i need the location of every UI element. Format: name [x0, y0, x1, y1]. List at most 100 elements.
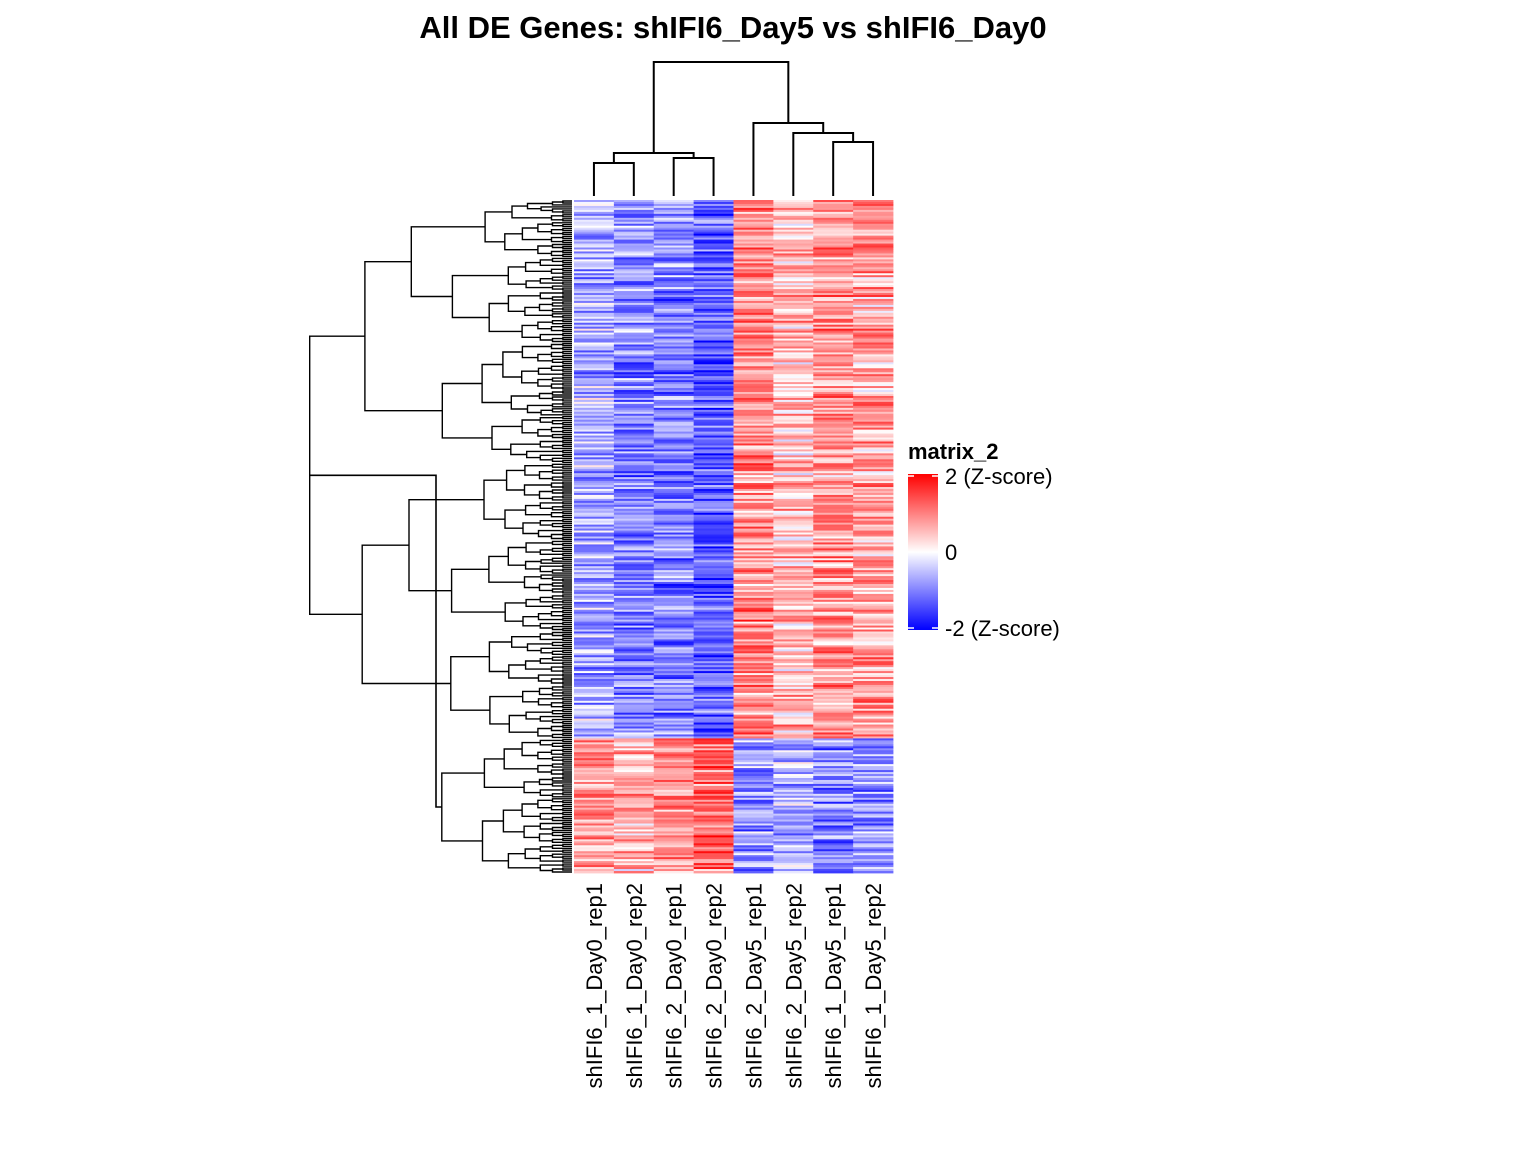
heatmap-cell	[693, 223, 734, 227]
heatmap-cell	[853, 469, 894, 472]
heatmap-cell	[693, 712, 734, 716]
heatmap-cell	[613, 619, 655, 623]
heatmap-cell	[773, 447, 814, 450]
heatmap-cell	[653, 779, 695, 783]
heatmap-cell	[693, 746, 734, 749]
heatmap-cell	[653, 205, 695, 209]
heatmap-cell	[853, 863, 894, 866]
heatmap-cell	[653, 708, 695, 712]
heatmap-cell	[653, 781, 695, 785]
heatmap-cell	[574, 502, 615, 506]
heatmap-cell	[733, 710, 774, 714]
heatmap-cell	[733, 637, 774, 640]
heatmap-cell	[733, 625, 774, 628]
heatmap-cell	[773, 376, 814, 379]
dendrogram-branch	[562, 859, 572, 863]
heatmap-cell	[813, 390, 854, 393]
heatmap-cell	[574, 200, 615, 203]
dendrogram-branch	[562, 772, 572, 776]
heatmap-cell	[653, 572, 695, 575]
dendrogram-branch	[562, 271, 572, 275]
heatmap-cell	[773, 625, 814, 628]
heatmap-cell	[813, 257, 854, 260]
heatmap-cell	[853, 706, 894, 710]
heatmap-cell	[773, 682, 814, 686]
heatmap-cell	[693, 787, 734, 791]
heatmap-cell	[613, 289, 655, 292]
heatmap-cell	[853, 471, 894, 474]
heatmap-cell	[813, 859, 854, 862]
heatmap-cell	[613, 641, 655, 644]
heatmap-cell	[574, 439, 615, 442]
dendrogram-branch	[562, 218, 572, 222]
heatmap-cell	[773, 492, 814, 496]
dendrogram-branch	[562, 422, 572, 426]
heatmap-cell	[853, 405, 894, 409]
heatmap-cell	[574, 494, 615, 498]
heatmap-cell	[693, 302, 734, 306]
heatmap-cell	[613, 340, 655, 343]
heatmap-cell	[853, 530, 894, 533]
heatmap-cell	[733, 485, 774, 488]
heatmap-cell	[853, 344, 894, 347]
heatmap-cell	[733, 696, 774, 700]
heatmap-cell	[653, 799, 695, 803]
heatmap-cell	[813, 863, 854, 866]
heatmap-cell	[813, 239, 854, 242]
heatmap-cell	[813, 681, 854, 684]
heatmap-cell	[773, 308, 814, 312]
heatmap-cell	[693, 239, 734, 242]
heatmap-cell	[773, 382, 814, 385]
heatmap-cell	[653, 465, 695, 468]
heatmap-cell	[733, 287, 774, 290]
dendrogram-branch	[562, 501, 572, 505]
heatmap-cell	[773, 401, 814, 405]
heatmap-cell	[693, 841, 734, 844]
heatmap-cell	[613, 558, 655, 561]
heatmap-cell	[853, 283, 894, 286]
heatmap-cell	[574, 326, 615, 330]
heatmap-cell	[574, 677, 615, 680]
heatmap-cell	[773, 700, 814, 704]
heatmap-cell	[613, 328, 655, 332]
heatmap-cell	[653, 235, 695, 239]
heatmap-cell	[693, 817, 734, 820]
dendrogram-branch	[562, 728, 572, 733]
heatmap-cell	[693, 392, 734, 395]
heatmap-cell	[613, 801, 655, 805]
heatmap-cell	[653, 706, 695, 710]
dendrogram-branch	[562, 232, 572, 236]
heatmap-cell	[733, 686, 774, 690]
heatmap-cell	[613, 857, 655, 860]
heatmap-cell	[653, 587, 695, 591]
dendrogram-branch	[562, 382, 572, 386]
dendrogram-branch	[508, 664, 539, 679]
heatmap-cell	[574, 821, 615, 824]
heatmap-cell	[813, 461, 854, 464]
heatmap-cell	[693, 374, 734, 377]
heatmap-cell	[613, 867, 655, 870]
heatmap-cell	[693, 570, 734, 573]
heatmap-cell	[733, 259, 774, 262]
heatmap-cell	[733, 419, 774, 423]
heatmap-cell	[613, 585, 655, 589]
heatmap-cell	[653, 819, 695, 822]
heatmap-cell	[733, 407, 774, 411]
heatmap-cell	[813, 716, 854, 720]
heatmap-cell	[733, 417, 774, 421]
heatmap-cell	[813, 502, 854, 506]
heatmap-cell	[733, 750, 774, 753]
heatmap-cell	[853, 475, 894, 478]
heatmap-cell	[853, 459, 894, 462]
heatmap-cell	[574, 651, 615, 654]
heatmap-cell	[613, 324, 655, 328]
heatmap-cell	[574, 295, 615, 298]
heatmap-cell	[773, 330, 814, 334]
heatmap-cell	[813, 772, 854, 775]
heatmap-cell	[653, 865, 695, 868]
heatmap-cell	[853, 348, 894, 351]
heatmap-cell	[773, 730, 814, 733]
heatmap-cell	[853, 306, 894, 310]
dendrogram-branch	[562, 606, 572, 610]
heatmap-cell	[574, 615, 615, 619]
